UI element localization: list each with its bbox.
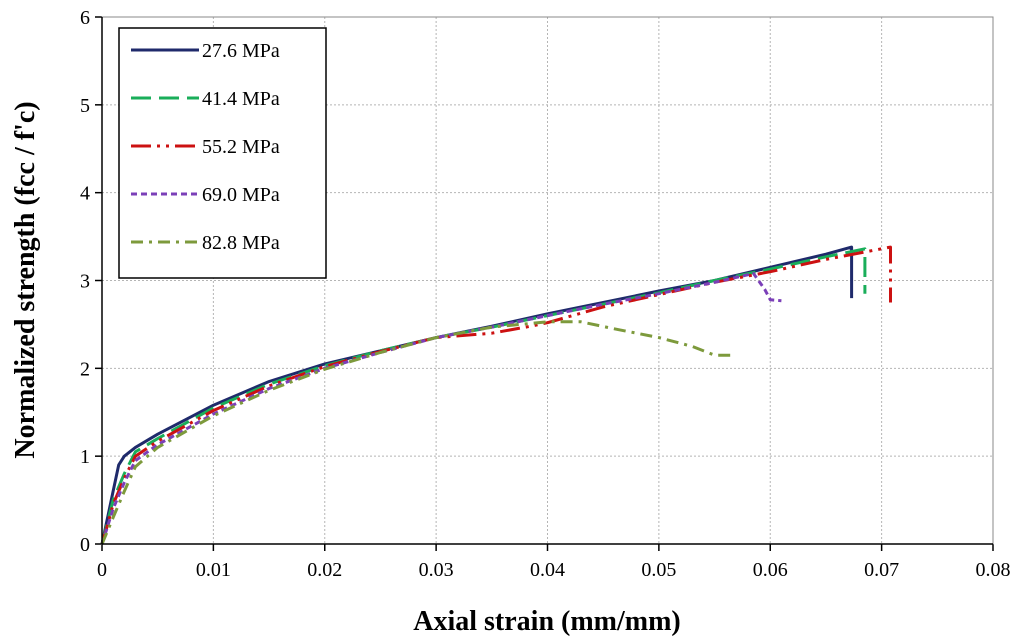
series-line-3 — [100, 245, 892, 545]
legend-label-2: 41.4 MPa — [202, 88, 280, 110]
y-tick-label: 0 — [80, 534, 90, 556]
y-tick-label: 6 — [80, 7, 90, 29]
legend-label-5: 82.8 MPa — [202, 232, 280, 254]
y-tick-label: 2 — [80, 358, 90, 380]
series-layer — [100, 245, 892, 545]
x-tick-label: 0.05 — [641, 559, 676, 581]
legend-box — [118, 27, 327, 279]
x-tick-label: 0.01 — [196, 559, 231, 581]
x-tick-label: 0.06 — [753, 559, 788, 581]
legend-label-1: 27.6 MPa — [202, 40, 280, 62]
series-line-4 — [100, 272, 782, 545]
legend-label-4: 69.0 MPa — [202, 184, 280, 206]
x-tick-label: 0.03 — [419, 559, 454, 581]
x-tick-label: 0.07 — [864, 559, 899, 581]
x-tick-label: 0.08 — [976, 559, 1011, 581]
legend-label-3: 55.2 MPa — [202, 136, 280, 158]
x-tick-label: 0.04 — [530, 559, 565, 581]
x-tick-label: 0.02 — [307, 559, 342, 581]
series-line-5 — [100, 320, 732, 545]
y-tick-label: 1 — [80, 446, 90, 468]
y-axis-title: Normalized strength (fcc / f'c) — [10, 101, 41, 458]
y-tick-label: 5 — [80, 95, 90, 117]
y-tick-label: 4 — [80, 183, 90, 205]
legend: 27.6 MPa 41.4 MPa 55.2 MPa 69.0 MPa 82.8 MPa — [118, 27, 327, 279]
x-axis-title: Axial strain (mm/mm) — [413, 606, 681, 637]
x-tick-label: 0 — [97, 559, 107, 581]
y-tick-label: 3 — [80, 271, 90, 293]
axes: 0 1 2 3 4 5 6 0 0.01 0.02 0.03 0.04 0.05 0.06 0.07 0.08 — [80, 7, 1011, 581]
